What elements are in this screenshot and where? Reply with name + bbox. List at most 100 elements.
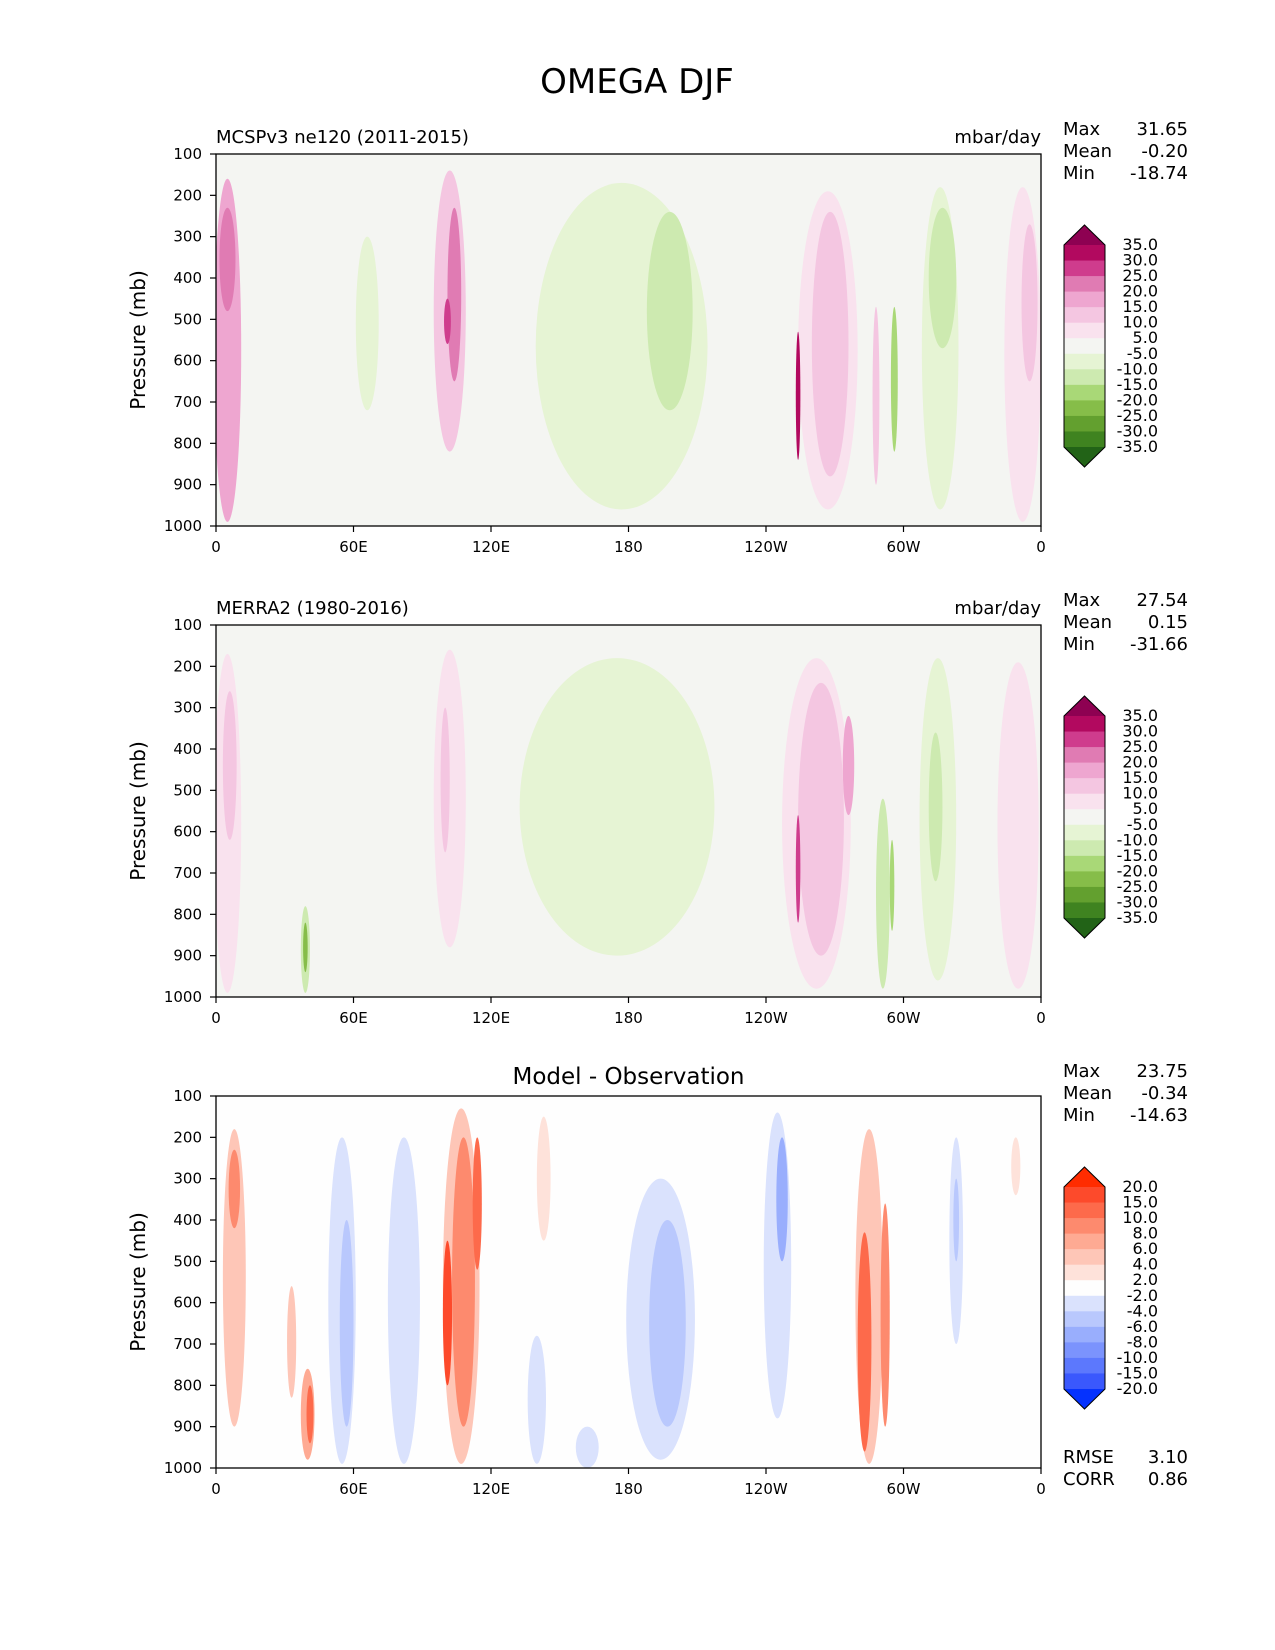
contour-region-4 <box>440 707 450 853</box>
contour-region-2 <box>219 207 236 312</box>
panel-left-title: MERRA2 (1980-2016) <box>216 598 409 619</box>
contour-region-2 <box>228 1149 241 1229</box>
colorbar-outline <box>1063 224 1106 468</box>
colorbar-segment <box>1064 1249 1105 1266</box>
colorbar-tick-label: -35.0 <box>1117 437 1158 456</box>
colorbar-tick-label: -4.0 <box>1127 1301 1158 1320</box>
colorbar-segment <box>1064 338 1105 355</box>
colorbar-tick-label: -10.0 <box>1117 830 1158 849</box>
contour-region-16 <box>1021 224 1038 382</box>
colorbar-segment <box>1064 1187 1105 1204</box>
stat-value: -18.74 <box>1130 163 1188 184</box>
colorbar-tick-label: 15.0 <box>1122 297 1158 316</box>
panel-center-title: Model - Observation <box>512 1064 744 1090</box>
colorbar-tick-label: 35.0 <box>1122 706 1158 725</box>
y-tick-label: 400 <box>173 740 202 758</box>
colorbar-segment <box>1064 1202 1105 1219</box>
colorbar-tick-label: -25.0 <box>1117 877 1158 896</box>
contour-region-10 <box>452 1137 475 1427</box>
stat-label: Max <box>1063 590 1101 611</box>
colorbar-extend-bottom <box>1064 918 1105 938</box>
stat-label: Min <box>1063 634 1095 655</box>
colorbar-segment <box>1064 1373 1105 1390</box>
contour-region-11 <box>872 306 880 485</box>
colorbar-tick-label: 30.0 <box>1122 722 1158 741</box>
colorbar-tick-label: -30.0 <box>1117 892 1158 911</box>
y-tick-label: 300 <box>173 228 202 246</box>
y-tick-label: 400 <box>173 1211 202 1229</box>
contour-region-7 <box>646 211 693 411</box>
contour-region-20 <box>857 1232 872 1452</box>
contour-region-14 <box>928 207 957 349</box>
contour-region-12 <box>472 1137 482 1270</box>
stat-value: -0.20 <box>1141 141 1188 162</box>
colorbar-segment <box>1064 1218 1105 1235</box>
colorbar-tick-label: -25.0 <box>1117 406 1158 425</box>
contour-region-14 <box>536 1116 551 1241</box>
colorbar-extend-top <box>1064 1167 1105 1187</box>
colorbar-tick-label: -2.0 <box>1127 1286 1158 1305</box>
chart-panel-1: 100 200 300 400 500 600 700 800 900 1000 0 60E 120E 1… <box>126 119 1188 556</box>
contour-region-3 <box>433 649 466 948</box>
y-axis-label: Pressure (mb) <box>126 270 150 410</box>
colorbar-tick-label: 25.0 <box>1122 737 1158 756</box>
y-axis-label: Pressure (mb) <box>126 741 150 881</box>
y-tick-label: 1000 <box>164 517 202 535</box>
contour-region-4 <box>306 1385 314 1444</box>
chart-panel-3: 100 200 300 400 500 600 700 800 900 1000 0 60E 120E 1… <box>126 1061 1188 1498</box>
colorbar-tick-label: -20.0 <box>1117 861 1158 880</box>
stat-label: Mean <box>1063 612 1112 633</box>
y-tick-label: 100 <box>173 145 202 163</box>
x-tick-label: 0 <box>211 1480 221 1498</box>
colorbar-segment <box>1064 716 1105 733</box>
stat-value: 23.75 <box>1136 1061 1188 1082</box>
y-tick-label: 300 <box>173 1170 202 1188</box>
contour-region-11 <box>442 1240 453 1386</box>
colorbar-tick-label: -8.0 <box>1127 1332 1158 1351</box>
x-tick-label: 0 <box>211 1009 221 1027</box>
colorbar-segment <box>1064 415 1105 432</box>
colorbar-extend-bottom <box>1064 1389 1105 1409</box>
x-tick-label: 0 <box>1036 1009 1046 1027</box>
contour-region-24 <box>1011 1137 1021 1196</box>
stat-label: RMSE <box>1063 1447 1114 1468</box>
x-tick-label: 120E <box>472 1480 510 1498</box>
contour-region-10 <box>795 331 801 460</box>
colorbar-tick-label: 35.0 <box>1122 235 1158 254</box>
contour-region-8 <box>842 715 855 816</box>
colorbar-tick-label: -15.0 <box>1117 375 1158 394</box>
colorbar-tick-label: 5.0 <box>1133 799 1158 818</box>
y-tick-label: 700 <box>173 864 202 882</box>
colorbar-segment <box>1064 1295 1105 1312</box>
colorbar: 35.030.025.020.015.010.05.0-5.0-10.0-15.… <box>1063 695 1158 939</box>
y-tick-label: 800 <box>173 1376 202 1394</box>
colorbar-extend-bottom <box>1064 447 1105 467</box>
colorbar-segment <box>1064 902 1105 919</box>
contour-region-7 <box>339 1220 354 1427</box>
colorbar-segment <box>1064 307 1105 324</box>
x-tick-label: 180 <box>614 1480 643 1498</box>
y-tick-label: 100 <box>173 1087 202 1105</box>
y-tick-label: 200 <box>173 186 202 204</box>
chart-panel-2: 100 200 300 400 500 600 700 800 900 1000 0 60E 120E 1… <box>126 590 1188 1027</box>
stat-label: Min <box>1063 163 1095 184</box>
colorbar-segment <box>1064 384 1105 401</box>
stat-value: -0.34 <box>1141 1083 1188 1104</box>
y-tick-label: 600 <box>173 1294 202 1312</box>
contour-region-13 <box>928 732 943 882</box>
stat-value: 0.86 <box>1148 1469 1188 1490</box>
colorbar-segment <box>1064 855 1105 872</box>
colorbar-segment <box>1064 276 1105 293</box>
stat-label: Max <box>1063 119 1101 140</box>
colorbar-tick-label: 30.0 <box>1122 251 1158 270</box>
colorbar-segment <box>1064 1311 1105 1328</box>
panel-left-title: MCSPv3 ne120 (2011-2015) <box>216 127 469 148</box>
colorbar-segment <box>1064 291 1105 308</box>
panel-units: mbar/day <box>954 127 1041 148</box>
x-tick-label: 60W <box>887 538 921 556</box>
colorbar-tick-label: 10.0 <box>1122 1208 1158 1227</box>
colorbar-segment <box>1064 871 1105 888</box>
colorbar-tick-label: 10.0 <box>1122 313 1158 332</box>
colorbar-segment <box>1064 824 1105 841</box>
